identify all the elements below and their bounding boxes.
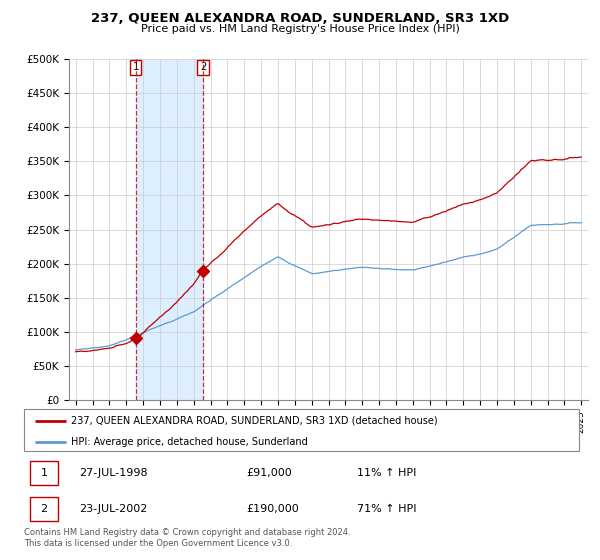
Text: 2: 2: [200, 62, 206, 72]
FancyBboxPatch shape: [29, 461, 58, 486]
Text: 2: 2: [40, 504, 47, 514]
FancyBboxPatch shape: [29, 497, 58, 521]
Text: 23-JUL-2002: 23-JUL-2002: [79, 504, 148, 514]
Text: 237, QUEEN ALEXANDRA ROAD, SUNDERLAND, SR3 1XD: 237, QUEEN ALEXANDRA ROAD, SUNDERLAND, S…: [91, 12, 509, 25]
Bar: [136, 59, 203, 400]
Text: 11% ↑ HPI: 11% ↑ HPI: [357, 468, 416, 478]
Text: £190,000: £190,000: [246, 504, 299, 514]
Text: Price paid vs. HM Land Registry's House Price Index (HPI): Price paid vs. HM Land Registry's House …: [140, 24, 460, 34]
Text: Contains HM Land Registry data © Crown copyright and database right 2024.
This d: Contains HM Land Registry data © Crown c…: [24, 528, 350, 548]
Text: 1: 1: [40, 468, 47, 478]
Text: 1: 1: [133, 62, 139, 72]
Text: 27-JUL-1998: 27-JUL-1998: [79, 468, 148, 478]
Text: HPI: Average price, detached house, Sunderland: HPI: Average price, detached house, Sund…: [71, 437, 308, 446]
Text: £91,000: £91,000: [246, 468, 292, 478]
Text: 71% ↑ HPI: 71% ↑ HPI: [357, 504, 416, 514]
FancyBboxPatch shape: [24, 409, 579, 451]
Text: 237, QUEEN ALEXANDRA ROAD, SUNDERLAND, SR3 1XD (detached house): 237, QUEEN ALEXANDRA ROAD, SUNDERLAND, S…: [71, 416, 438, 426]
